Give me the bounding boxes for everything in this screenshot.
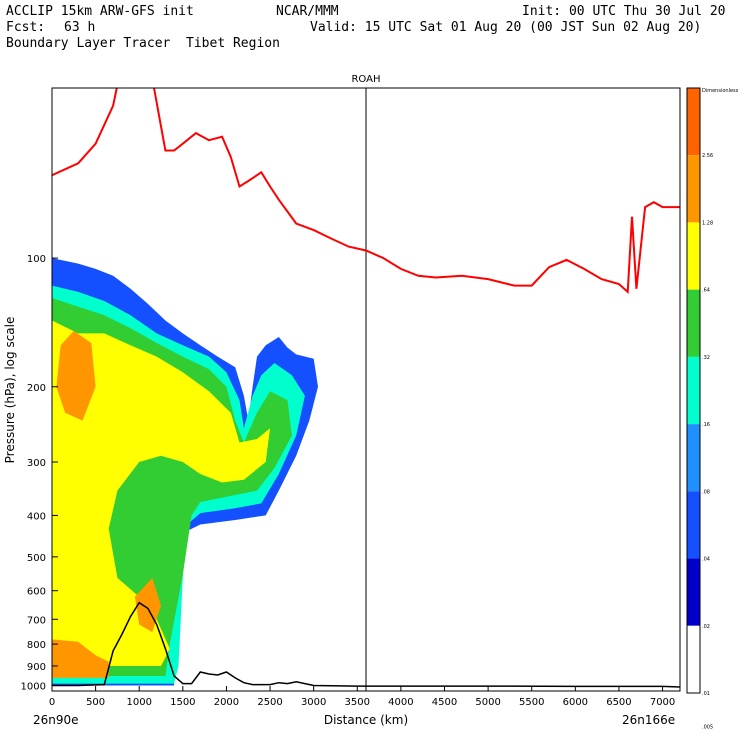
x-axis: 0 500 1000 1500 2000 2500 3000 3500 4000 4500 5000… <box>49 686 675 708</box>
x-tick-label-7000: 7000 <box>650 697 675 708</box>
y-tick-label-400: 400 <box>27 511 46 522</box>
plot-content <box>52 88 680 691</box>
colorbar-level-7: .02 <box>702 624 710 630</box>
x-tick-label-3500: 3500 <box>345 697 370 708</box>
header-valid: Valid: 15 UTC Sat 01 Aug 20 (00 JST Sun … <box>310 20 702 35</box>
y-tick-label-300: 300 <box>27 458 46 469</box>
colorbar-level-4: .16 <box>702 422 710 428</box>
colorbar-level-1: 1.28 <box>702 220 713 226</box>
chart-title: ROAH <box>351 74 380 85</box>
x-tick-label-3000: 3000 <box>301 697 326 708</box>
colorbar-swatch-6 <box>687 491 700 559</box>
y-tick-label-1000: 1000 <box>21 682 46 693</box>
colorbar-frame <box>686 87 701 694</box>
colorbar-level-6: .04 <box>702 557 710 563</box>
x-tick-label-5500: 5500 <box>519 697 544 708</box>
header-init: Init: 00 UTC Thu 30 Jul 20 <box>522 4 726 19</box>
right-endpoint-label: 26n166e <box>622 713 675 727</box>
y-tick-label-600: 600 <box>27 587 46 598</box>
y-tick-label-800: 800 <box>27 640 46 651</box>
x-tick-label-6000: 6000 <box>563 697 588 708</box>
header-fcst-label: Fcst: <box>6 20 46 35</box>
x-tick-label-5000: 5000 <box>475 697 500 708</box>
y-tick-label-100: 100 <box>27 254 46 265</box>
plot-area <box>52 88 680 691</box>
x-tick-label-500: 500 <box>86 697 105 708</box>
y-tick-label-500: 500 <box>27 553 46 564</box>
tracer-contour-4 <box>56 330 96 421</box>
y-tick-label-900: 900 <box>27 662 46 673</box>
colorbar: Dimensionless 2.56 1.28 .64 .32 .16 .08 .04 .02.… <box>686 87 739 731</box>
x-tick-label-2000: 2000 <box>214 697 239 708</box>
header-org: NCAR/MMM <box>276 4 339 19</box>
colorbar-swatch-7 <box>687 558 700 626</box>
x-tick-label-0: 0 <box>49 697 55 708</box>
y-axis: 100 200 300 400 500 600 700 800 900 1000 <box>21 254 58 693</box>
tracer-contour-3 <box>52 320 271 666</box>
colorbar-level-3: .32 <box>702 355 710 361</box>
header-model: ACCLIP 15km ARW-GFS init <box>6 4 194 19</box>
colorbar-swatch-0 <box>687 88 700 156</box>
tracer-contour-5 <box>52 639 109 678</box>
colorbar-level-2: .64 <box>702 288 710 294</box>
y-axis-title: Pressure (hPa), log scale <box>3 317 17 464</box>
plot-frame <box>51 87 681 692</box>
x-axis-title: Distance (km) <box>324 713 408 727</box>
x-tick-label-6500: 6500 <box>606 697 631 708</box>
tracer-contour-6 <box>134 577 161 633</box>
y-tick-label-200: 200 <box>27 383 46 394</box>
colorbar-level-9: .005 <box>702 725 713 731</box>
colorbar-swatch-4 <box>687 356 700 425</box>
colorbar-swatch-8 <box>687 625 700 693</box>
colorbar-level-5: .08 <box>702 489 710 495</box>
terrain-line <box>52 601 680 688</box>
x-tick-label-4500: 4500 <box>432 697 457 708</box>
colorbar-swatch-5 <box>687 424 700 492</box>
tropopause-line <box>52 88 680 295</box>
x-tick-label-4000: 4000 <box>388 697 413 708</box>
colorbar-swatch-3 <box>687 289 700 357</box>
y-tick-label-700: 700 <box>27 615 46 626</box>
x-tick-label-2500: 2500 <box>257 697 282 708</box>
header-subtitle: Boundary Layer Tracer Tibet Region <box>6 36 280 51</box>
header-fcst-value: 63 h <box>64 20 96 35</box>
colorbar-title: Dimensionless <box>702 88 739 94</box>
colorbar-level-0: 2.56 <box>702 153 713 159</box>
colorbar-swatch-2 <box>687 222 700 290</box>
colorbar-swatch-1 <box>687 155 700 223</box>
x-tick-label-1500: 1500 <box>170 697 195 708</box>
left-endpoint-label: 26n90e <box>33 713 79 727</box>
x-tick-label-1000: 1000 <box>126 697 151 708</box>
colorbar-level-8: .01 <box>702 691 710 697</box>
